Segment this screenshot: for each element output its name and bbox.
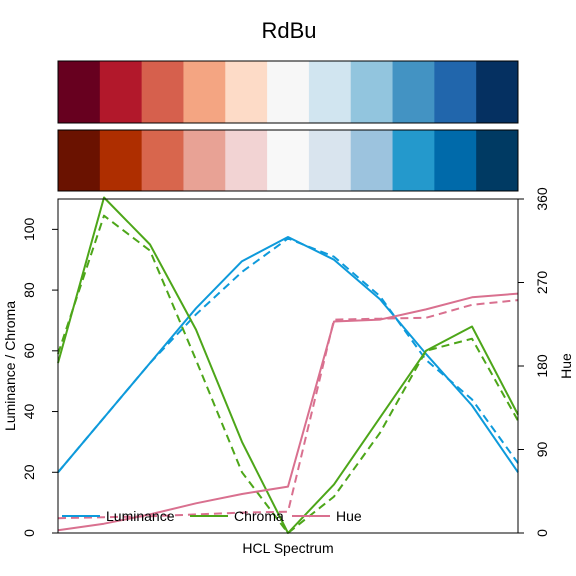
legend-label-chroma: Chroma <box>234 508 284 524</box>
series-lines <box>57 196 519 534</box>
y-left-tick-label: 40 <box>21 404 37 420</box>
swatch-bottom-cell-4 <box>225 130 268 191</box>
palette-swatch-bottom <box>58 130 519 191</box>
swatch-bottom-cell-1 <box>99 130 143 191</box>
series-chroma-solid <box>57 196 519 534</box>
series-luminance-dashed <box>57 237 519 473</box>
chart-legend: Luminance Chroma Hue <box>62 508 362 524</box>
swatch-top-cell-6 <box>308 61 352 123</box>
y-right-tick-label: 0 <box>534 529 550 537</box>
y-right-tick-label: 180 <box>534 354 550 378</box>
swatch-bottom-cell-8 <box>392 130 435 191</box>
legend-label-luminance: Luminance <box>106 508 175 524</box>
swatch-bottom-cell-0 <box>58 130 101 191</box>
series-hue-solid <box>57 292 519 532</box>
y-axis-left-label: Luminance / Chroma <box>2 301 18 431</box>
swatch-top-cell-0 <box>58 61 101 123</box>
series-chroma-dashed <box>57 214 519 534</box>
y-right-tick-label: 270 <box>534 271 550 295</box>
chart-title: RdBu <box>261 18 316 43</box>
series-hue-dashed <box>57 299 519 520</box>
y-axis-left: 0 20 40 60 80 100 <box>21 217 59 537</box>
swatch-top-cell-10 <box>476 61 519 123</box>
swatch-top-cell-5 <box>267 61 310 123</box>
y-left-tick-label: 20 <box>21 464 37 480</box>
y-left-tick-label: 80 <box>21 282 37 298</box>
palette-swatch-top <box>58 61 519 123</box>
y-left-tick-label: 0 <box>21 529 37 537</box>
swatch-bottom-cell-2 <box>141 130 184 191</box>
y-right-tick-label: 90 <box>534 442 550 458</box>
series-luminance-solid <box>57 236 519 473</box>
swatch-top-cell-2 <box>141 61 184 123</box>
y-left-tick-label: 100 <box>21 217 37 241</box>
swatch-top-cell-8 <box>392 61 435 123</box>
swatch-top-cell-9 <box>434 61 477 123</box>
swatch-bottom-cell-5 <box>267 130 310 191</box>
swatch-top-cell-3 <box>183 61 226 123</box>
swatch-top-cell-4 <box>225 61 268 123</box>
y-axis-right: 0 90 180 270 360 <box>518 187 550 537</box>
swatch-top-cell-1 <box>99 61 143 123</box>
swatch-bottom-cell-9 <box>434 130 477 191</box>
palette-swatch-top-frame <box>57 60 519 124</box>
swatch-bottom-cell-3 <box>183 130 226 191</box>
y-right-tick-label: 360 <box>534 187 550 211</box>
palette-swatch-bottom-frame <box>57 129 519 192</box>
swatch-bottom-cell-10 <box>476 130 519 191</box>
y-axis-right-label: Hue <box>558 353 574 379</box>
swatch-bottom-cell-7 <box>350 130 394 191</box>
swatch-top-cell-7 <box>350 61 394 123</box>
legend-label-hue: Hue <box>336 508 362 524</box>
swatch-bottom-cell-6 <box>308 130 352 191</box>
y-left-tick-label: 60 <box>21 343 37 359</box>
x-axis-label: HCL Spectrum <box>242 540 333 556</box>
